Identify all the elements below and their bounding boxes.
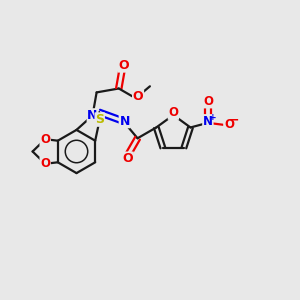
Text: O: O: [40, 157, 50, 170]
Text: N: N: [119, 115, 130, 128]
Text: O: O: [203, 95, 213, 108]
Text: O: O: [122, 152, 133, 165]
Text: S: S: [95, 113, 104, 126]
Text: +: +: [209, 113, 217, 122]
Text: N: N: [203, 115, 213, 128]
Text: O: O: [40, 133, 50, 146]
Text: O: O: [168, 106, 178, 119]
Text: N: N: [87, 109, 98, 122]
Text: −: −: [229, 113, 239, 126]
Text: O: O: [118, 59, 129, 72]
Text: O: O: [133, 90, 143, 103]
Text: O: O: [224, 118, 234, 131]
